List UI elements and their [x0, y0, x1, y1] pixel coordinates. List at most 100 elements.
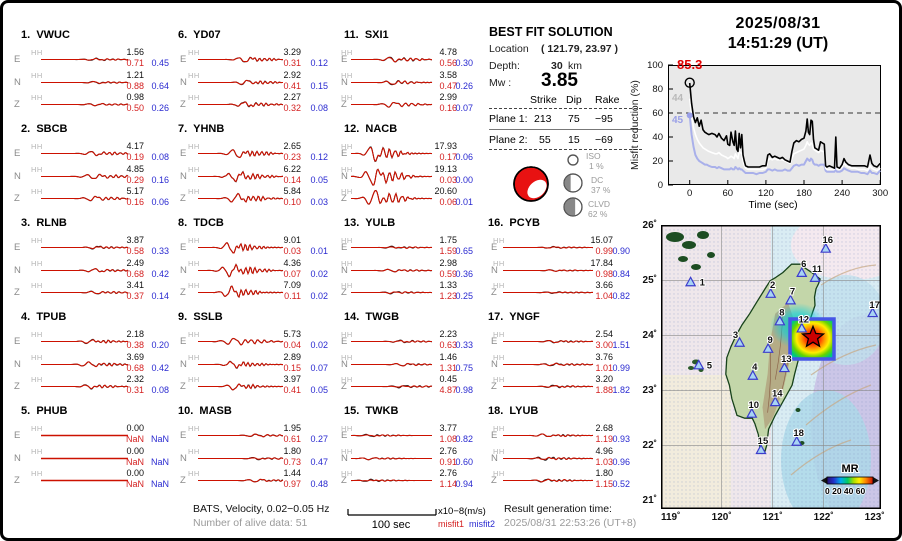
misfit1-value: 1.15: [595, 479, 613, 490]
waveform-trace: [351, 102, 433, 109]
band-code: HH: [31, 142, 43, 151]
misfit2-value: NaN: [150, 479, 169, 490]
station-name: 6. YD07: [178, 29, 221, 41]
station-marker: [796, 322, 808, 333]
channel-label: Z: [341, 193, 347, 205]
station-name: 18. LYUB: [488, 405, 539, 417]
station-marker: [820, 242, 832, 253]
misfit2-value: 0.05: [310, 385, 328, 396]
waveform-trace: [503, 339, 594, 344]
map-lon-tick: 119˚: [660, 512, 681, 523]
waveform-trace: [198, 241, 284, 254]
x-tick: 240: [834, 188, 851, 199]
misfit1-value: 4.87: [439, 385, 457, 396]
amplitude-value: 20.60: [434, 186, 457, 197]
band-code: HH: [31, 48, 43, 57]
waveform-trace: [198, 193, 284, 204]
misfit1-value: 0.10: [283, 197, 301, 208]
station-number: 2: [770, 280, 775, 291]
misfit-legend: misfit1 misfit2: [438, 519, 495, 529]
station-number: 8: [779, 307, 784, 318]
band-code: HH: [341, 93, 353, 103]
channel-label: Z: [491, 381, 497, 393]
station-marker: [747, 369, 759, 380]
map-lat-tick: 25˚: [642, 274, 657, 286]
misfit2-value: 0.75: [455, 362, 473, 373]
misfit2-value: 0.06: [151, 197, 169, 208]
misfit1-value: 1.01: [595, 362, 613, 373]
channel-label: Z: [341, 475, 347, 487]
svg-text:0 20 40 60: 0 20 40 60: [825, 486, 865, 496]
station-number: 5: [707, 360, 713, 371]
misfit2-value: 0.01: [310, 246, 328, 256]
channel-label: Z: [14, 99, 20, 111]
amplitude-value: 1.75: [439, 235, 457, 245]
misfit2-value: 0.16: [151, 174, 169, 185]
amplitude-value: 2.18: [126, 329, 144, 339]
waveform-trace: [198, 285, 284, 299]
misfit2-value: 0.42: [151, 268, 169, 279]
band-code: HH: [341, 164, 353, 174]
channel-label: E: [14, 430, 21, 441]
misfit1-value: 0.41: [283, 385, 301, 396]
band-code: HH: [31, 424, 43, 433]
station-name: 16. PCYB: [488, 217, 540, 229]
misfit1-value: 0.29: [126, 174, 144, 185]
misfit2-value: 1.51: [612, 340, 630, 350]
channel-label: Z: [14, 287, 20, 299]
band-code: HH: [341, 375, 353, 385]
misfit2-value: 0.84: [612, 268, 630, 279]
misfit2-value: 0.20: [151, 340, 169, 350]
band-code: HH: [188, 424, 200, 433]
misfit2-value: NaN: [150, 434, 169, 444]
station-number: 4: [752, 362, 758, 373]
waveform-trace: [198, 433, 284, 438]
amplitude-value: 2.32: [126, 374, 144, 385]
channel-label: E: [341, 336, 348, 347]
band-code: HH: [31, 93, 43, 103]
amplitude-value: 4.96: [595, 445, 613, 456]
misfit1-value: 0.58: [126, 246, 144, 256]
station-name: 5. PHUB: [21, 405, 68, 417]
channel-label: E: [180, 54, 187, 65]
station-marker: [784, 294, 797, 305]
channel-label: E: [180, 148, 187, 159]
misfit1-value: 0.68: [126, 362, 144, 373]
station-name: 10. MASB: [178, 405, 232, 417]
misfit1-value: 0.68: [126, 268, 144, 279]
amplitude-value: 4.85: [126, 163, 144, 174]
amplitude-value: 5.17: [126, 186, 144, 197]
waveform-trace: [198, 101, 284, 108]
band-code: HH: [341, 236, 353, 245]
misfit2-value: 0.65: [455, 246, 473, 256]
channel-label: Z: [14, 193, 20, 205]
misfit1-legend: misfit1: [438, 519, 465, 529]
misfit2-value: 0.05: [310, 174, 328, 185]
channel-label: N: [180, 452, 187, 464]
channel-label: Z: [180, 193, 186, 205]
misfit2-value: 0.12: [310, 152, 328, 162]
amplitude-value: 9.01: [283, 235, 301, 245]
channel-label: E: [14, 148, 21, 159]
waveform-trace: [41, 338, 129, 345]
band-code: HH: [341, 258, 353, 268]
gen-time-value: 2025/08/31 22:53:26 (UT+8): [504, 517, 637, 529]
amplitude-value: 3.87: [126, 235, 144, 245]
channel-label: N: [180, 170, 187, 182]
channel-label: E: [180, 430, 187, 441]
station-marker: [867, 306, 879, 318]
channel-label: N: [341, 452, 348, 464]
station-marker: [809, 271, 821, 282]
channel-label: N: [341, 76, 348, 88]
plane2-rake: −69: [595, 134, 613, 146]
channel-label: E: [14, 54, 21, 65]
band-code: HH: [493, 446, 505, 456]
misfit1-value: 0.15: [283, 362, 301, 373]
map-lon-tick: 121˚: [762, 512, 783, 523]
channel-label: N: [14, 264, 21, 276]
misfit1-value: 0.11: [284, 291, 301, 302]
waveform-trace: [351, 385, 433, 389]
misfit1-value: 0.04: [283, 340, 301, 350]
waveform-trace: [351, 146, 433, 163]
channel-label: N: [491, 358, 498, 370]
